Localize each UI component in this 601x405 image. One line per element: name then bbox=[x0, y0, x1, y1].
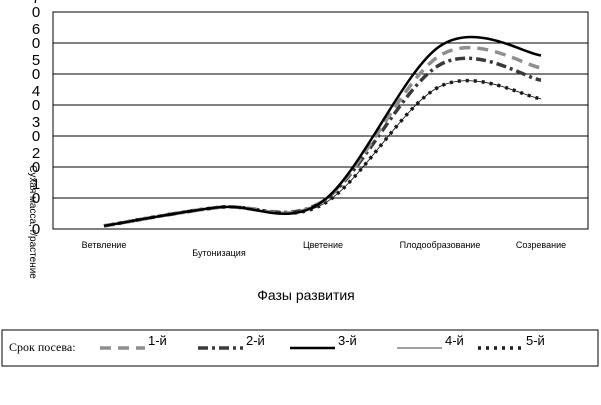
series-lines bbox=[103, 35, 542, 228]
y-tick-labels: 0 10203040506070 bbox=[32, 0, 40, 238]
category-label: Созревание bbox=[516, 240, 566, 250]
legend-title: Срок посева: bbox=[9, 340, 76, 354]
category-label: Бутонизация bbox=[192, 248, 246, 258]
legend-label: 4-й bbox=[445, 333, 464, 348]
series-line-3 bbox=[103, 35, 542, 228]
category-label: Плодообразование bbox=[400, 240, 481, 250]
legend: 1-й 2-й 3-й 4-й 5-й bbox=[100, 333, 545, 350]
category-label: Ветвление bbox=[82, 240, 127, 250]
category-labels: Ветвление Бутонизация Цветение Плодообразов… bbox=[82, 240, 566, 258]
y-axis-label: Сухая масса, г/растение bbox=[27, 165, 38, 279]
gridlines bbox=[53, 42, 588, 199]
series-line-1 bbox=[103, 45, 542, 228]
category-label: Цветение bbox=[303, 240, 343, 250]
legend-label: 2-й bbox=[246, 333, 265, 348]
y-tick-label: 0 bbox=[32, 221, 40, 238]
x-axis-label: Фазы развития bbox=[257, 287, 355, 303]
legend-label: 3-й bbox=[338, 333, 357, 348]
y-axis-title: Сухая масса, г/растение bbox=[27, 165, 38, 279]
legend-label: 1-й bbox=[148, 333, 167, 348]
y-tick-label: 70 bbox=[32, 0, 40, 21]
legend-label: 5-й bbox=[526, 333, 545, 348]
plot-area bbox=[52, 11, 589, 230]
